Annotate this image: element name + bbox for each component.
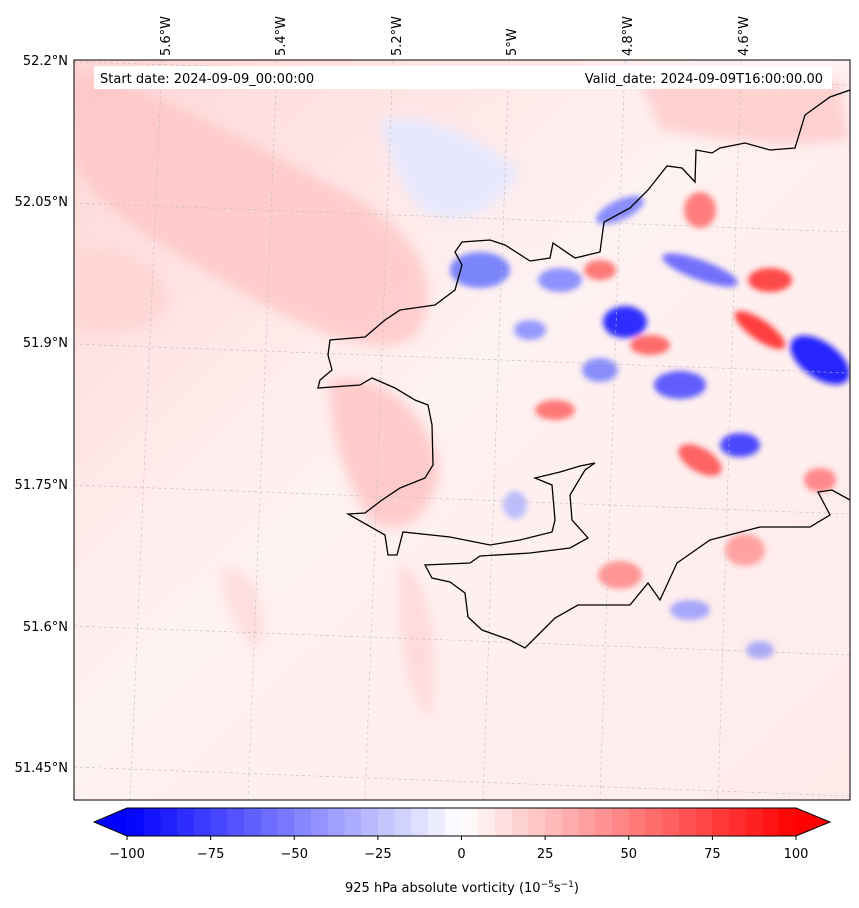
colorbar-bin	[662, 808, 680, 836]
colorbar-bin	[578, 808, 596, 836]
colorbar-bins	[127, 808, 797, 836]
colorbar-tick-label: 0	[457, 847, 465, 862]
colorbar-bin	[127, 808, 145, 836]
colorbar-bin	[327, 808, 346, 836]
colorbar-ticks: −100 −75 −50 −25 0 25 50 75 100	[109, 836, 808, 862]
lon-label: 5.2°W	[390, 16, 405, 56]
lat-label: 52.05°N	[15, 195, 68, 210]
colorbar-bin	[394, 808, 412, 836]
colorbar-bin	[310, 808, 329, 836]
lat-label: 51.45°N	[15, 761, 68, 776]
colorbar-bin	[762, 808, 780, 836]
vorticity-map: Start date: 2024-09-09_00:00:00 Valid_da…	[73, 59, 851, 801]
lat-label: 51.75°N	[15, 478, 68, 493]
colorbar-tick-label: 25	[537, 847, 554, 862]
colorbar-bin	[595, 808, 613, 836]
valid-date-label: Valid_date: 2024-09-09T16:00:00.00	[585, 72, 823, 87]
colorbar-tick-label: −100	[109, 847, 145, 862]
colorbar-bin	[695, 808, 713, 836]
colorbar-bin	[712, 808, 730, 836]
colorbar-bin	[294, 808, 312, 836]
colorbar-bin	[160, 808, 178, 836]
colorbar-tick-label: 75	[704, 847, 721, 862]
colorbar-bin	[428, 808, 446, 836]
map-frame	[73, 59, 851, 801]
colorbar-bin	[361, 808, 379, 836]
vorticity-field	[74, 60, 850, 800]
colorbar-bin	[177, 808, 195, 836]
colorbar-bin	[377, 808, 396, 836]
colorbar-title-exp2: −1	[561, 880, 574, 890]
colorbar-bin	[277, 808, 295, 836]
colorbar-title-exp1: −5	[541, 880, 554, 890]
info-box	[94, 66, 832, 89]
colorbar-bin	[244, 808, 262, 836]
lon-label: 5.4°W	[274, 16, 289, 56]
colorbar-bin	[511, 808, 530, 836]
lon-label: 5°W	[505, 28, 520, 56]
colorbar-bin	[561, 808, 580, 836]
colorbar-bin	[628, 808, 647, 836]
colorbar-bin	[344, 808, 362, 836]
colorbar-bin	[478, 808, 496, 836]
colorbar-title-prefix: 925 hPa absolute vorticity (10	[345, 881, 541, 896]
colorbar-bin	[645, 808, 663, 836]
colorbar-bin	[779, 808, 797, 836]
colorbar-tick-label: −50	[281, 847, 308, 862]
colorbar-bin	[227, 808, 245, 836]
colorbar-tick-label: 50	[620, 847, 637, 862]
colorbar-bin	[612, 808, 630, 836]
lon-label: 4.6°W	[737, 16, 752, 56]
colorbar-bin	[745, 808, 764, 836]
colorbar-title-suffix: )	[574, 881, 579, 896]
colorbar-bin	[260, 808, 279, 836]
colorbar-title-mid: s	[554, 881, 561, 896]
colorbar: −100 −75 −50 −25 0 25 50 75 100 925 hPa absolute…	[92, 807, 832, 896]
colorbar-extend-min	[94, 808, 127, 836]
colorbar-bin	[729, 808, 747, 836]
lon-label: 4.8°W	[621, 16, 636, 56]
colorbar-bin	[143, 808, 162, 836]
colorbar-bin	[461, 808, 479, 836]
colorbar-bin	[528, 808, 546, 836]
colorbar-bin	[193, 808, 212, 836]
coastline	[317, 89, 850, 649]
colorbar-bin	[444, 808, 463, 836]
colorbar-tick-label: 100	[784, 847, 809, 862]
colorbar-tick-label: −25	[364, 847, 391, 862]
colorbar-bin	[678, 808, 697, 836]
colorbar-title: 925 hPa absolute vorticity (10−5s−1)	[345, 880, 579, 896]
colorbar-bin	[494, 808, 513, 836]
colorbar-bin	[210, 808, 228, 836]
colorbar-bin	[545, 808, 563, 836]
start-date-label: Start date: 2024-09-09_00:00:00	[100, 72, 314, 87]
lat-label: 52.2°N	[23, 54, 68, 69]
lon-label: 5.6°W	[159, 16, 174, 56]
colorbar-tick-label: −75	[197, 847, 224, 862]
colorbar-bin	[411, 808, 429, 836]
lat-label: 51.9°N	[23, 336, 68, 351]
latitude-axis: 52.2°N 52.05°N 51.9°N 51.75°N 51.6°N 51.…	[15, 54, 68, 776]
longitude-axis: 5.6°W 5.4°W 5.2°W 5°W 4.8°W 4.6°W	[159, 16, 752, 56]
colorbar-extend-max	[796, 808, 830, 836]
lat-label: 51.6°N	[23, 620, 68, 635]
